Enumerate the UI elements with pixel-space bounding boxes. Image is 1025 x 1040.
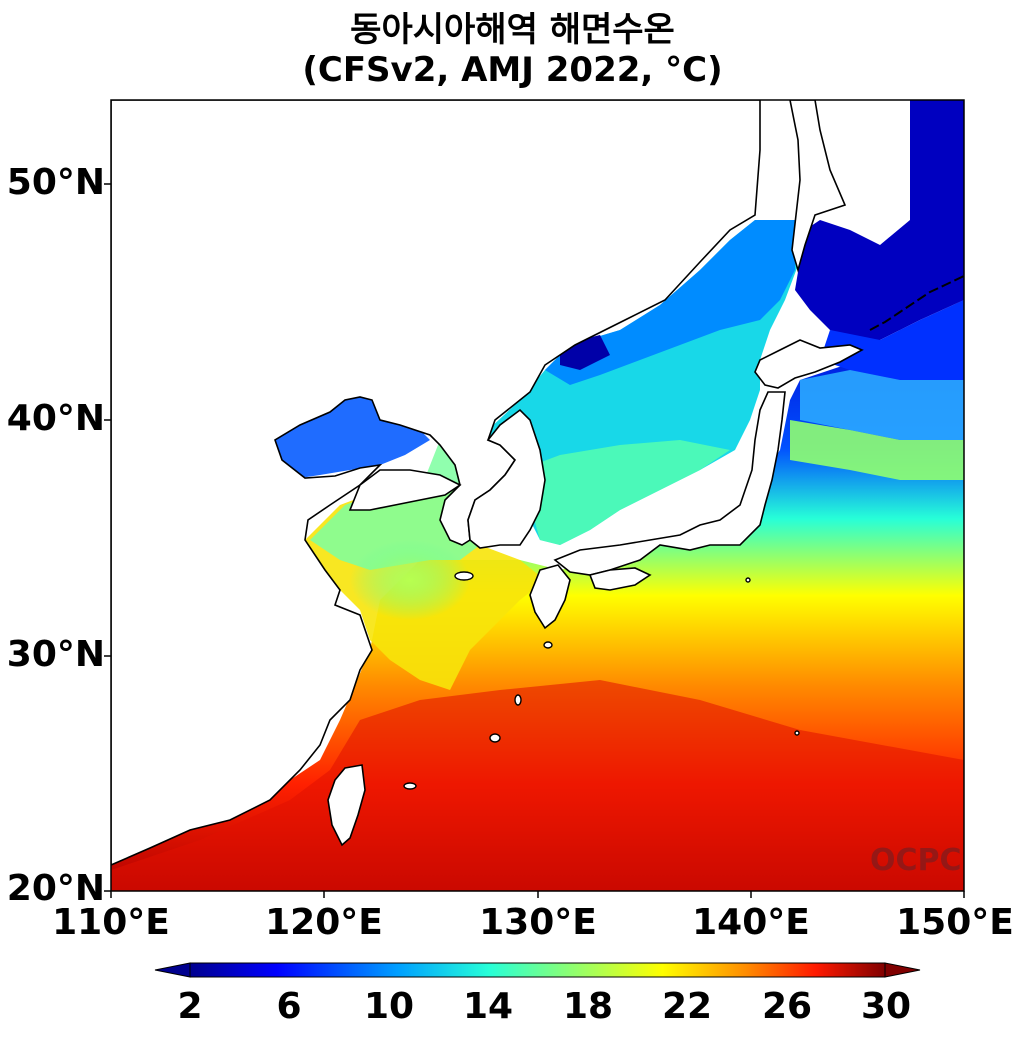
- lon-label-120: 120°E: [265, 902, 383, 943]
- sea-of-japan-north: [545, 220, 795, 385]
- colorbar: [154, 962, 921, 978]
- okhotsk-sea: [795, 100, 964, 340]
- kuril-cold: [820, 300, 964, 380]
- colorbar-label-30: 30: [860, 986, 912, 1027]
- colorbar-label-26: 26: [761, 986, 813, 1027]
- taiwan: [327, 764, 366, 847]
- island-small-2: [794, 730, 800, 736]
- lat-label-30: 30°N: [6, 634, 105, 675]
- map-subtitle: (CFSv2, AMJ 2022, °C): [302, 50, 723, 90]
- island-small-1: [745, 577, 751, 583]
- lon-label-110: 110°E: [52, 902, 170, 943]
- colorbar-label-22: 22: [661, 986, 713, 1027]
- honshu: [553, 391, 786, 576]
- ryukyu-island-1: [514, 694, 522, 706]
- lon-label-140: 140°E: [692, 902, 810, 943]
- sea-of-japan-south: [520, 440, 730, 545]
- map-title: 동아시아해역 해면수온: [350, 10, 675, 50]
- jeju-island: [454, 571, 474, 581]
- kuril-islands: [869, 275, 964, 331]
- ryukyu-island-2: [489, 733, 501, 743]
- colorbar-max-extend: [884, 962, 921, 978]
- colorbar-label-18: 18: [562, 986, 614, 1027]
- hokkaido: [754, 339, 864, 389]
- kyushu: [529, 564, 571, 630]
- axis-ticks: [104, 183, 965, 898]
- shandong-peninsula: [348, 469, 462, 511]
- lon-label-130: 130°E: [479, 902, 597, 943]
- north-pacific-green: [790, 420, 964, 480]
- colorbar-label-10: 10: [363, 986, 415, 1027]
- colorbar-label-14: 14: [462, 986, 514, 1027]
- colorbar-ramp: [189, 962, 886, 978]
- colorbar-label-2: 2: [177, 986, 203, 1027]
- korea-peninsula: [467, 408, 546, 549]
- lat-label-50: 50°N: [6, 162, 105, 203]
- sst-field: [111, 100, 964, 891]
- warm-band: [111, 680, 964, 891]
- colorbar-min-extend: [154, 962, 191, 978]
- lon-label-150: 150°E: [896, 902, 1014, 943]
- ryukyu-island-3: [403, 782, 417, 790]
- lat-label-20: 20°N: [6, 868, 105, 909]
- shikoku: [588, 567, 652, 591]
- north-pacific-transition: [800, 370, 964, 440]
- colorbar-label-6: 6: [276, 986, 302, 1027]
- bohai-sea: [272, 396, 430, 478]
- island-small-3: [543, 641, 553, 649]
- sakhalin: [789, 100, 847, 273]
- lat-label-40: 40°N: [6, 398, 105, 439]
- ocpc-watermark: OCPC: [870, 843, 962, 878]
- asia-mainland: [111, 100, 761, 866]
